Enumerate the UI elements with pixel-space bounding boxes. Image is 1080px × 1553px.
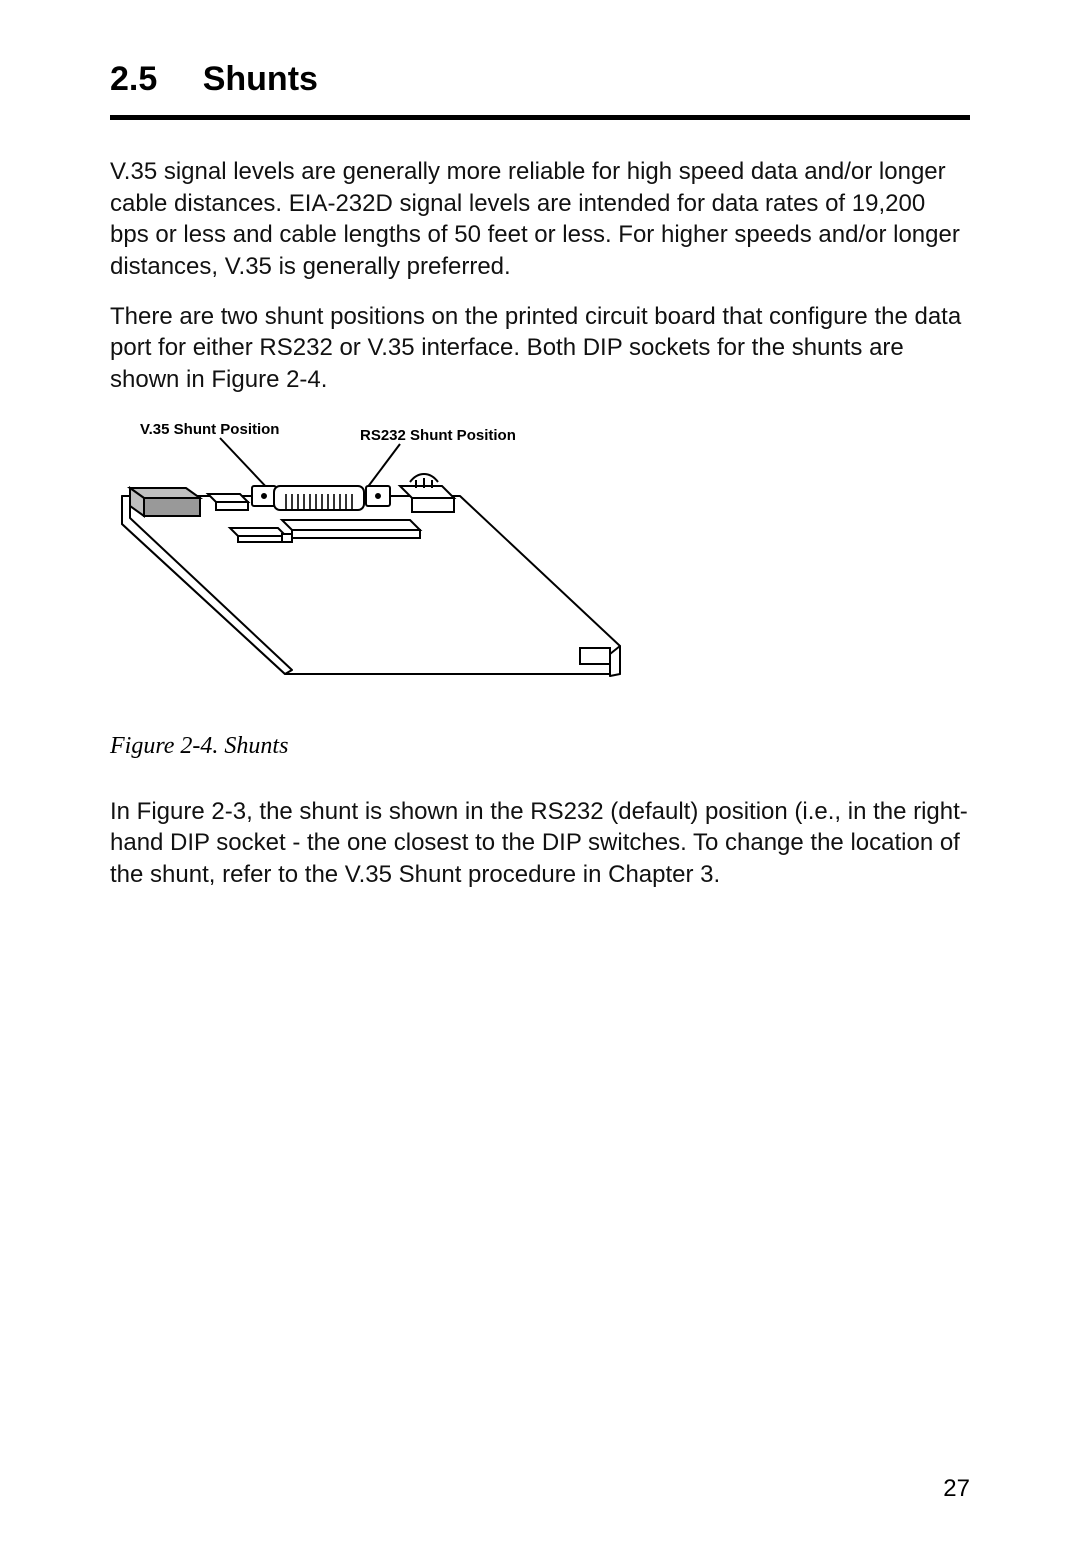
mid-component [282, 520, 420, 538]
figure-caption: Figure 2-4. Shunts [110, 733, 970, 760]
paragraph-1: V.35 signal levels are generally more re… [110, 156, 970, 283]
rear-connector [130, 488, 200, 516]
paragraph-2: There are two shunt positions on the pri… [110, 301, 970, 396]
section-title: Shunts [203, 60, 318, 98]
section-heading: 2.5 Shunts [110, 60, 970, 99]
leader-line-rs232 [367, 444, 400, 488]
page-number: 27 [943, 1475, 970, 1503]
section-number: 2.5 [110, 60, 157, 99]
shunts-diagram: V.35 Shunt Position RS232 Shunt Position [110, 416, 630, 716]
dip-socket-v35 [252, 486, 276, 506]
dip-socket-rs232 [366, 486, 390, 506]
front-tab [580, 648, 610, 664]
label-rs232: RS232 Shunt Position [360, 427, 516, 444]
section-rule [110, 115, 970, 120]
shunt-body [274, 486, 364, 510]
paragraph-3: In Figure 2-3, the shunt is shown in the… [110, 796, 970, 891]
page: 2.5 Shunts V.35 signal levels are genera… [0, 0, 1080, 1553]
label-v35: V.35 Shunt Position [140, 421, 279, 438]
leader-line-v35 [220, 438, 270, 491]
figure-2-4: V.35 Shunt Position RS232 Shunt Position [110, 416, 970, 721]
